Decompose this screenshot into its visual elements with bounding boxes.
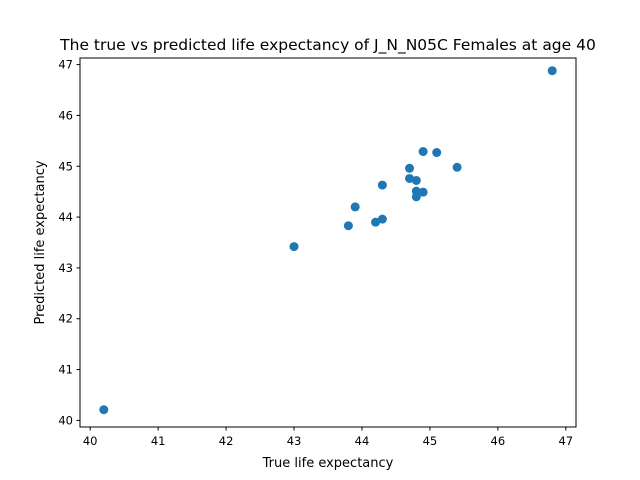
data-point xyxy=(452,162,462,172)
data-point xyxy=(405,163,415,173)
data-point xyxy=(343,221,353,231)
x-tick-label: 43 xyxy=(287,434,302,448)
data-point xyxy=(405,173,415,183)
plot-frame xyxy=(79,57,577,428)
data-point xyxy=(377,180,387,190)
y-tick-label: 40 xyxy=(58,413,73,427)
data-point xyxy=(377,214,387,224)
chart-title: The true vs predicted life expectancy of… xyxy=(59,36,596,55)
data-point xyxy=(350,202,360,212)
y-tick-label: 46 xyxy=(58,108,73,122)
y-tick-label: 42 xyxy=(58,312,73,326)
y-axis-label: Predicted life expectancy xyxy=(33,160,48,324)
data-point xyxy=(432,148,442,158)
data-point xyxy=(99,405,109,415)
y-tick-label: 43 xyxy=(58,261,73,275)
data-point xyxy=(411,192,421,202)
y-tick-label: 47 xyxy=(58,58,73,72)
x-tick-label: 40 xyxy=(83,434,98,448)
data-point xyxy=(418,187,428,197)
data-point xyxy=(418,147,428,157)
data-point xyxy=(411,175,421,185)
x-tick-label: 45 xyxy=(423,434,438,448)
x-tick-label: 47 xyxy=(558,434,573,448)
data-point xyxy=(547,66,557,76)
data-point xyxy=(289,242,299,252)
y-tick-label: 41 xyxy=(58,363,73,377)
y-tick-label: 44 xyxy=(58,210,73,224)
x-tick-label: 44 xyxy=(355,434,370,448)
x-tick-label: 42 xyxy=(219,434,234,448)
data-point xyxy=(371,217,381,227)
y-tick-label: 45 xyxy=(58,159,73,173)
x-tick-label: 46 xyxy=(491,434,506,448)
x-axis-label: True life expectancy xyxy=(262,456,394,471)
x-tick-label: 41 xyxy=(151,434,166,448)
